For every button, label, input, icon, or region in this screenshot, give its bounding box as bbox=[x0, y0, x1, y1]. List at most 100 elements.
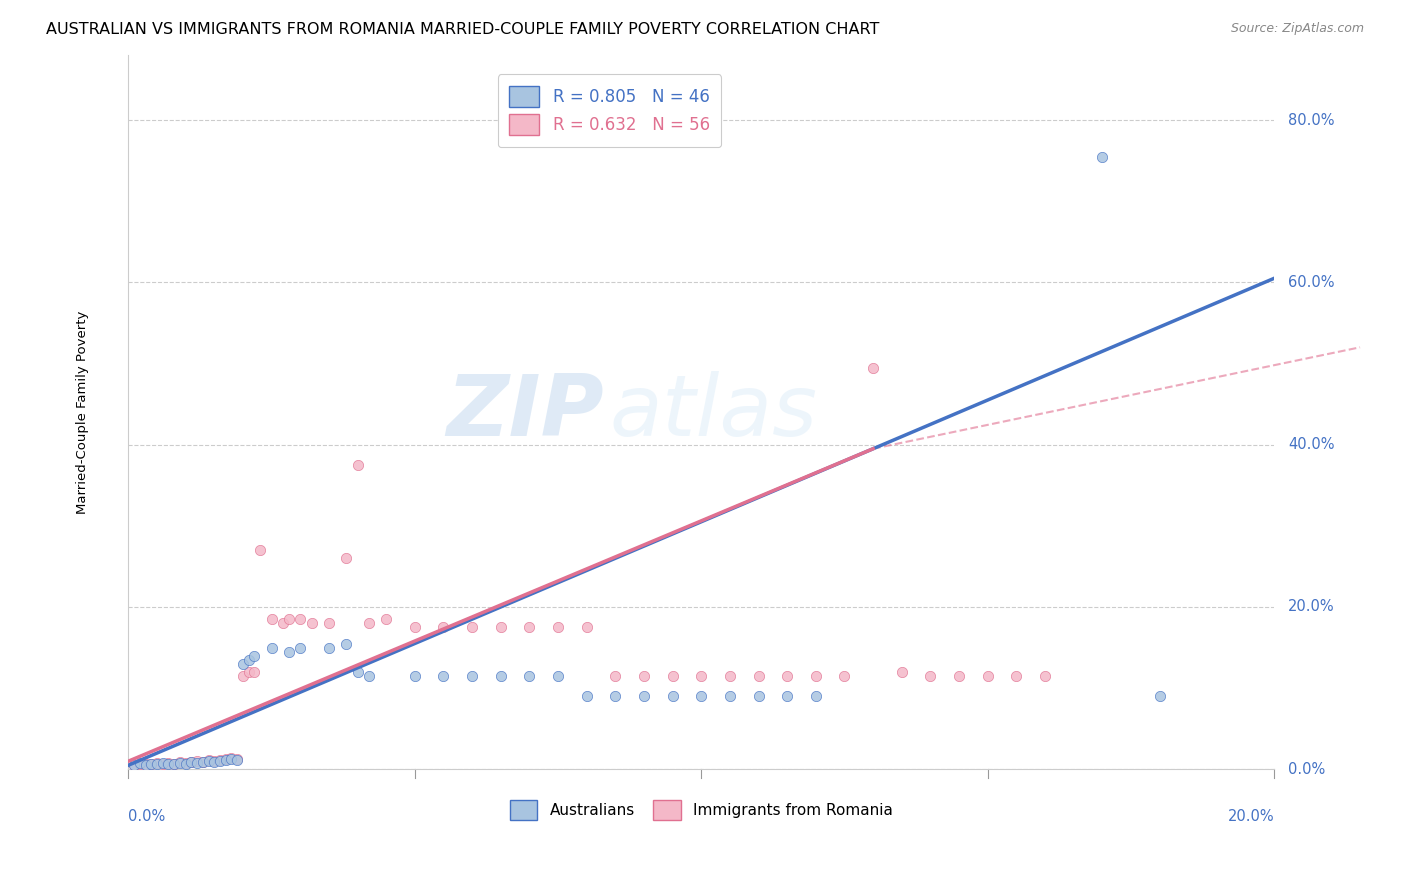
Point bbox=[357, 616, 380, 631]
Point bbox=[461, 620, 484, 634]
Point bbox=[202, 754, 225, 768]
Text: Married-Couple Family Poverty: Married-Couple Family Poverty bbox=[76, 310, 89, 514]
Point bbox=[180, 755, 202, 769]
Point bbox=[277, 612, 299, 626]
Point bbox=[1149, 690, 1171, 704]
Point bbox=[1091, 150, 1114, 164]
Point bbox=[260, 612, 283, 626]
Point bbox=[290, 640, 312, 655]
Point bbox=[141, 756, 163, 771]
Point bbox=[718, 669, 741, 683]
Point bbox=[862, 360, 884, 375]
Point bbox=[335, 551, 357, 566]
Point bbox=[301, 616, 323, 631]
Point bbox=[146, 756, 169, 770]
Point bbox=[489, 669, 512, 683]
Point bbox=[432, 620, 454, 634]
Point bbox=[197, 754, 219, 768]
Point bbox=[335, 636, 357, 650]
Text: atlas: atlas bbox=[610, 371, 817, 454]
Point bbox=[215, 753, 238, 767]
Point bbox=[186, 754, 208, 768]
Text: 20.0%: 20.0% bbox=[1227, 808, 1274, 823]
Text: 20.0%: 20.0% bbox=[1288, 599, 1334, 615]
Point bbox=[318, 616, 340, 631]
Point bbox=[232, 669, 254, 683]
Point bbox=[890, 665, 912, 679]
Point bbox=[776, 690, 799, 704]
Text: Source: ZipAtlas.com: Source: ZipAtlas.com bbox=[1230, 22, 1364, 36]
Point bbox=[208, 754, 231, 768]
Point bbox=[346, 665, 368, 679]
Point bbox=[277, 645, 299, 659]
Point bbox=[920, 669, 942, 683]
Point bbox=[186, 756, 208, 770]
Point bbox=[221, 751, 243, 765]
Point bbox=[804, 669, 827, 683]
Point bbox=[776, 669, 799, 683]
Point bbox=[290, 612, 312, 626]
Point bbox=[690, 690, 713, 704]
Legend: Australians, Immigrants from Romania: Australians, Immigrants from Romania bbox=[503, 794, 898, 826]
Point bbox=[146, 757, 169, 772]
Point bbox=[122, 758, 145, 772]
Point bbox=[135, 758, 157, 772]
Point bbox=[489, 620, 512, 634]
Point bbox=[243, 648, 266, 663]
Text: 80.0%: 80.0% bbox=[1288, 112, 1334, 128]
Point bbox=[575, 690, 598, 704]
Point bbox=[169, 756, 191, 770]
Point bbox=[163, 757, 186, 772]
Point bbox=[357, 669, 380, 683]
Point bbox=[834, 669, 856, 683]
Point bbox=[208, 753, 231, 767]
Point bbox=[174, 756, 197, 771]
Point bbox=[152, 756, 174, 771]
Point bbox=[232, 657, 254, 671]
Point bbox=[1005, 669, 1028, 683]
Point bbox=[221, 752, 243, 766]
Point bbox=[157, 756, 180, 770]
Point bbox=[202, 755, 225, 769]
Point bbox=[547, 669, 569, 683]
Point bbox=[174, 756, 197, 770]
Point bbox=[690, 669, 713, 683]
Point bbox=[135, 756, 157, 771]
Point bbox=[243, 665, 266, 679]
Point bbox=[718, 690, 741, 704]
Point bbox=[948, 669, 970, 683]
Point bbox=[346, 458, 368, 472]
Point bbox=[238, 665, 260, 679]
Point bbox=[128, 757, 150, 772]
Point bbox=[128, 756, 150, 770]
Text: AUSTRALIAN VS IMMIGRANTS FROM ROMANIA MARRIED-COUPLE FAMILY POVERTY CORRELATION : AUSTRALIAN VS IMMIGRANTS FROM ROMANIA MA… bbox=[46, 22, 880, 37]
Point bbox=[197, 753, 219, 767]
Point bbox=[661, 669, 683, 683]
Point bbox=[191, 755, 214, 769]
Point bbox=[157, 756, 180, 771]
Point bbox=[804, 690, 827, 704]
Point bbox=[661, 690, 683, 704]
Point bbox=[605, 690, 627, 704]
Point bbox=[375, 612, 398, 626]
Point bbox=[575, 620, 598, 634]
Point bbox=[605, 669, 627, 683]
Point bbox=[249, 543, 271, 558]
Point bbox=[547, 620, 569, 634]
Text: ZIP: ZIP bbox=[446, 371, 603, 454]
Point bbox=[976, 669, 998, 683]
Point bbox=[271, 616, 294, 631]
Point bbox=[238, 653, 260, 667]
Point bbox=[226, 753, 249, 767]
Point bbox=[633, 690, 655, 704]
Point bbox=[226, 752, 249, 766]
Point bbox=[169, 755, 191, 769]
Point bbox=[404, 620, 426, 634]
Point bbox=[432, 669, 454, 683]
Point bbox=[519, 620, 541, 634]
Point bbox=[260, 640, 283, 655]
Point bbox=[747, 669, 769, 683]
Point bbox=[152, 756, 174, 770]
Point bbox=[404, 669, 426, 683]
Point bbox=[180, 755, 202, 769]
